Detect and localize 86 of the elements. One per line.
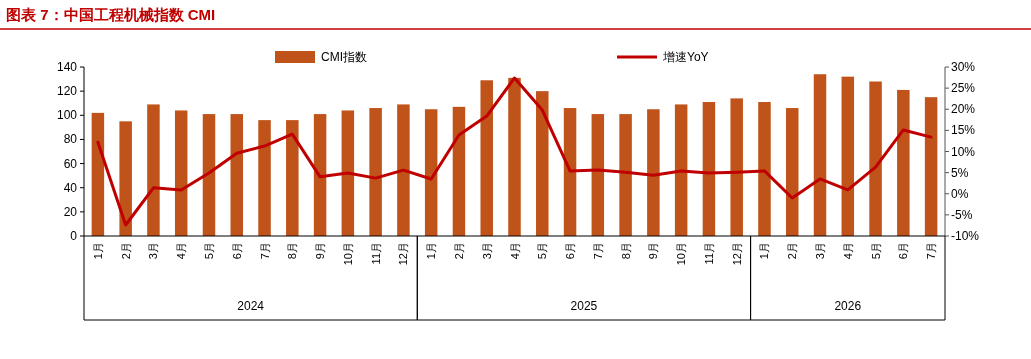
bar [480,80,493,236]
y2-tick-label: 10% [951,144,976,159]
x-tick-label: 7月 [925,242,938,260]
y2-tick-label: -10% [951,229,980,243]
text: 2025 [570,299,598,313]
bar [452,106,466,236]
bar [258,120,271,236]
x-tick-label: 1月 [758,242,771,260]
bar [286,120,299,236]
y-tick-label: 20 [63,204,78,219]
x-tick-label: 8月 [619,242,632,260]
x-tick-label: 5月 [869,242,882,260]
x-tick-label: 4月 [175,242,188,260]
x-tick-label: 1月 [91,242,104,260]
x-tick-label: 1月 [425,242,438,260]
bar [147,104,160,236]
x-tick-label: 2月 [119,242,132,260]
x-tick-label: 3月 [814,242,827,260]
x-tick-label: 5月 [202,242,215,260]
x-tick-label: 7月 [591,242,604,260]
x-tick-label: 6月 [897,242,910,260]
y2-tick-label: 25% [951,81,976,96]
y2-tick-label: 30% [951,60,976,74]
bar [897,89,910,236]
x-tick-label: 10月 [341,242,354,266]
y-tick-label: 0 [70,229,78,243]
bar [647,109,660,236]
bar [369,108,382,236]
bar [924,97,938,236]
legend-label: CMI指数 [321,50,367,64]
x-tick-label: 9月 [647,242,660,260]
bar [702,102,716,236]
bar [119,121,132,236]
x-tick-label: 12月 [730,242,743,266]
bar [313,114,327,236]
bar [785,108,799,236]
y-tick-label: 60 [63,156,78,171]
y2-tick-label: -5% [951,207,973,222]
x-tick-label: 9月 [314,242,327,260]
y-tick-label: 100 [56,108,78,123]
bar [841,76,855,236]
x-tick-label: 11月 [369,242,382,265]
bar [591,114,605,236]
line-series [96,76,933,227]
y2-tick-label: 15% [951,123,976,138]
x-tick-label: 10月 [675,242,688,266]
bar [758,102,771,236]
x-tick-label: 6月 [564,242,577,260]
y-tick-label: 140 [56,60,78,74]
bar [563,108,577,236]
bar [230,114,244,236]
chart-title: 图表 7：中国工程机械指数 CMI [6,6,216,23]
bar [674,104,688,236]
y2-tick-label: 20% [951,102,976,117]
text: 2026 [834,299,862,313]
bar [424,109,438,236]
x-tick-label: 8月 [286,242,299,260]
bar [508,77,521,236]
bar [91,112,105,236]
x-tick-label: 2月 [452,242,465,260]
bar [619,114,632,236]
x-tick-label: 4月 [508,242,521,260]
bar [536,91,549,236]
x-tick-label: 7月 [258,242,271,260]
bar [397,104,410,236]
bar [174,110,188,236]
bar [202,114,216,236]
bar [869,81,882,236]
x-tick-label: 6月 [230,242,243,260]
x-tick-label: 4月 [841,242,854,260]
x-tick-label: 11月 [702,242,715,265]
x-tick-label: 5月 [536,242,549,260]
y-tick-label: 80 [63,132,78,147]
x-tick-label: 3月 [147,242,160,260]
bar [341,110,355,236]
x-tick-label: 2月 [786,242,799,260]
legend-label: 增速YoY [662,50,709,64]
text: 2024 [237,299,265,313]
bar [730,98,743,236]
x-tick-label: 12月 [397,242,410,266]
y-tick-label: 120 [56,84,78,99]
x-tick-label: 3月 [480,242,493,260]
y-tick-label: 40 [63,180,78,195]
y2-tick-label: 0% [951,186,969,201]
bar [813,74,827,236]
y2-tick-label: 5% [951,165,969,180]
